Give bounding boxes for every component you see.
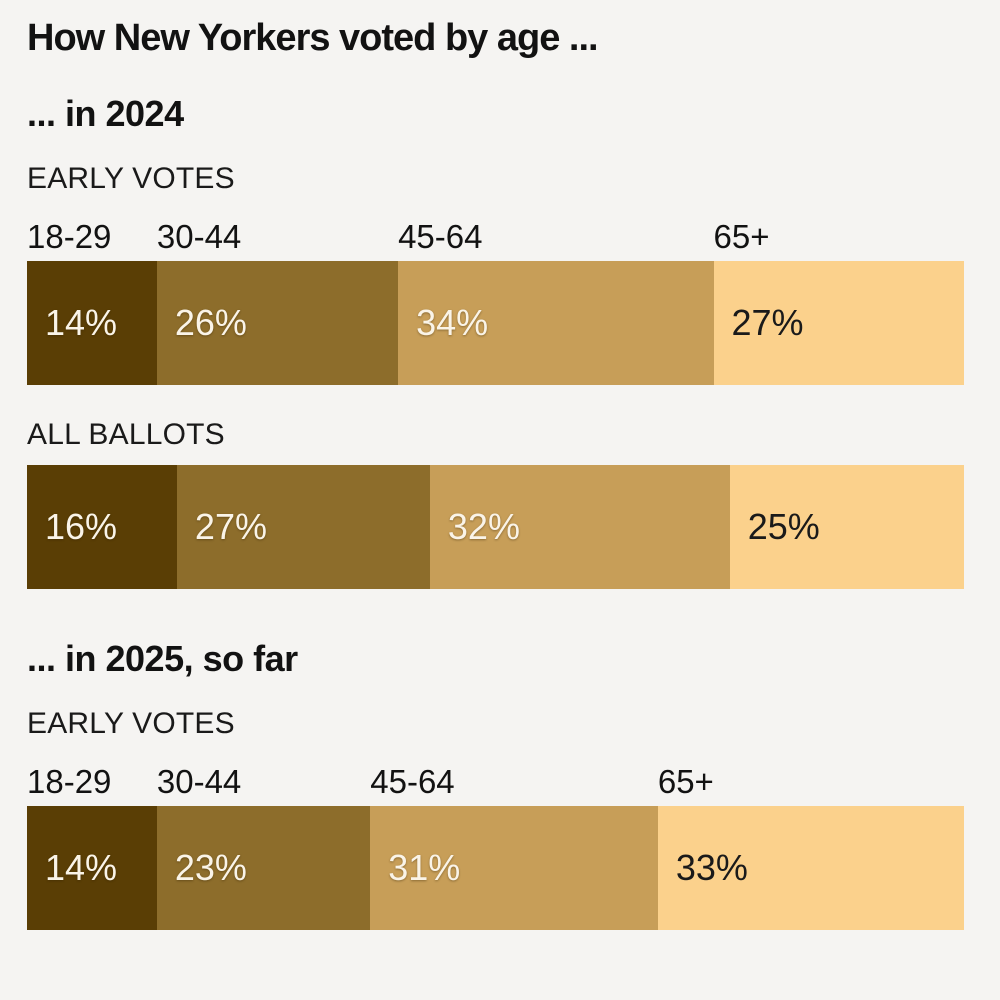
bar-value-label: 26% [174, 301, 247, 343]
bar-value-label: 34% [416, 301, 489, 343]
bar-value-label: 31% [388, 846, 461, 888]
stacked-bar: 14% 26% 34% 27% [27, 260, 964, 385]
bar-segment: 14% [27, 260, 157, 385]
row-label: ALL BALLOTS [27, 417, 225, 451]
bar-segment: 32% [429, 464, 730, 589]
age-group-label: 18-29 [27, 217, 112, 255]
age-group-label: 30-44 [156, 217, 242, 255]
bar-segment: 16% [27, 464, 177, 589]
page-title: How New Yorkers voted by age ... [27, 17, 599, 59]
bar-value-label: 14% [45, 846, 118, 888]
bar-segment: 23% [156, 805, 371, 930]
bar-segment: 14% [27, 805, 157, 930]
age-group-label: 45-64 [370, 762, 455, 800]
age-group-label: 18-29 [27, 762, 112, 800]
bar-value-label: 27% [194, 505, 267, 547]
chart-section: ... in 2024 EARLY VOTES 18-29 30-44 45-64 65+… [27, 92, 964, 589]
chart-section: ... in 2025, so far EARLY VOTES 18-29 30-44… [27, 637, 964, 930]
row-label: EARLY VOTES [27, 706, 235, 740]
bar-value-label: 16% [45, 505, 118, 547]
section-heading: ... in 2024 [27, 92, 184, 134]
stacked-bar: 16% 27% 32% 25% [27, 464, 964, 589]
age-axis-labels: 18-29 30-44 45-64 65+ [27, 762, 964, 806]
bar-value-label: 14% [45, 301, 118, 343]
bar-segment: 34% [398, 260, 714, 385]
bar-segment: 27% [713, 260, 964, 385]
age-group-label: 65+ [657, 762, 714, 800]
age-axis-labels: 18-29 30-44 45-64 65+ [27, 217, 964, 261]
age-group-label: 45-64 [398, 217, 483, 255]
bar-value-label: 32% [447, 505, 520, 547]
bar-value-label: 25% [747, 505, 820, 547]
age-group-label: 65+ [713, 217, 770, 255]
bar-segment: 31% [370, 805, 658, 930]
age-group-label: 30-44 [156, 762, 242, 800]
bar-segment: 26% [156, 260, 399, 385]
bar-segment: 33% [657, 805, 964, 930]
stacked-bar-chart: ... in 2024 EARLY VOTES 18-29 30-44 45-64 65+… [27, 92, 964, 930]
row-label: EARLY VOTES [27, 161, 235, 195]
stacked-bar: 14% 23% 31% 33% [27, 805, 964, 930]
bar-value-label: 27% [731, 301, 804, 343]
bar-segment: 27% [176, 464, 430, 589]
section-heading: ... in 2025, so far [27, 637, 298, 679]
bar-value-label: 33% [675, 846, 748, 888]
bar-segment: 25% [729, 464, 964, 589]
bar-value-label: 23% [174, 846, 247, 888]
